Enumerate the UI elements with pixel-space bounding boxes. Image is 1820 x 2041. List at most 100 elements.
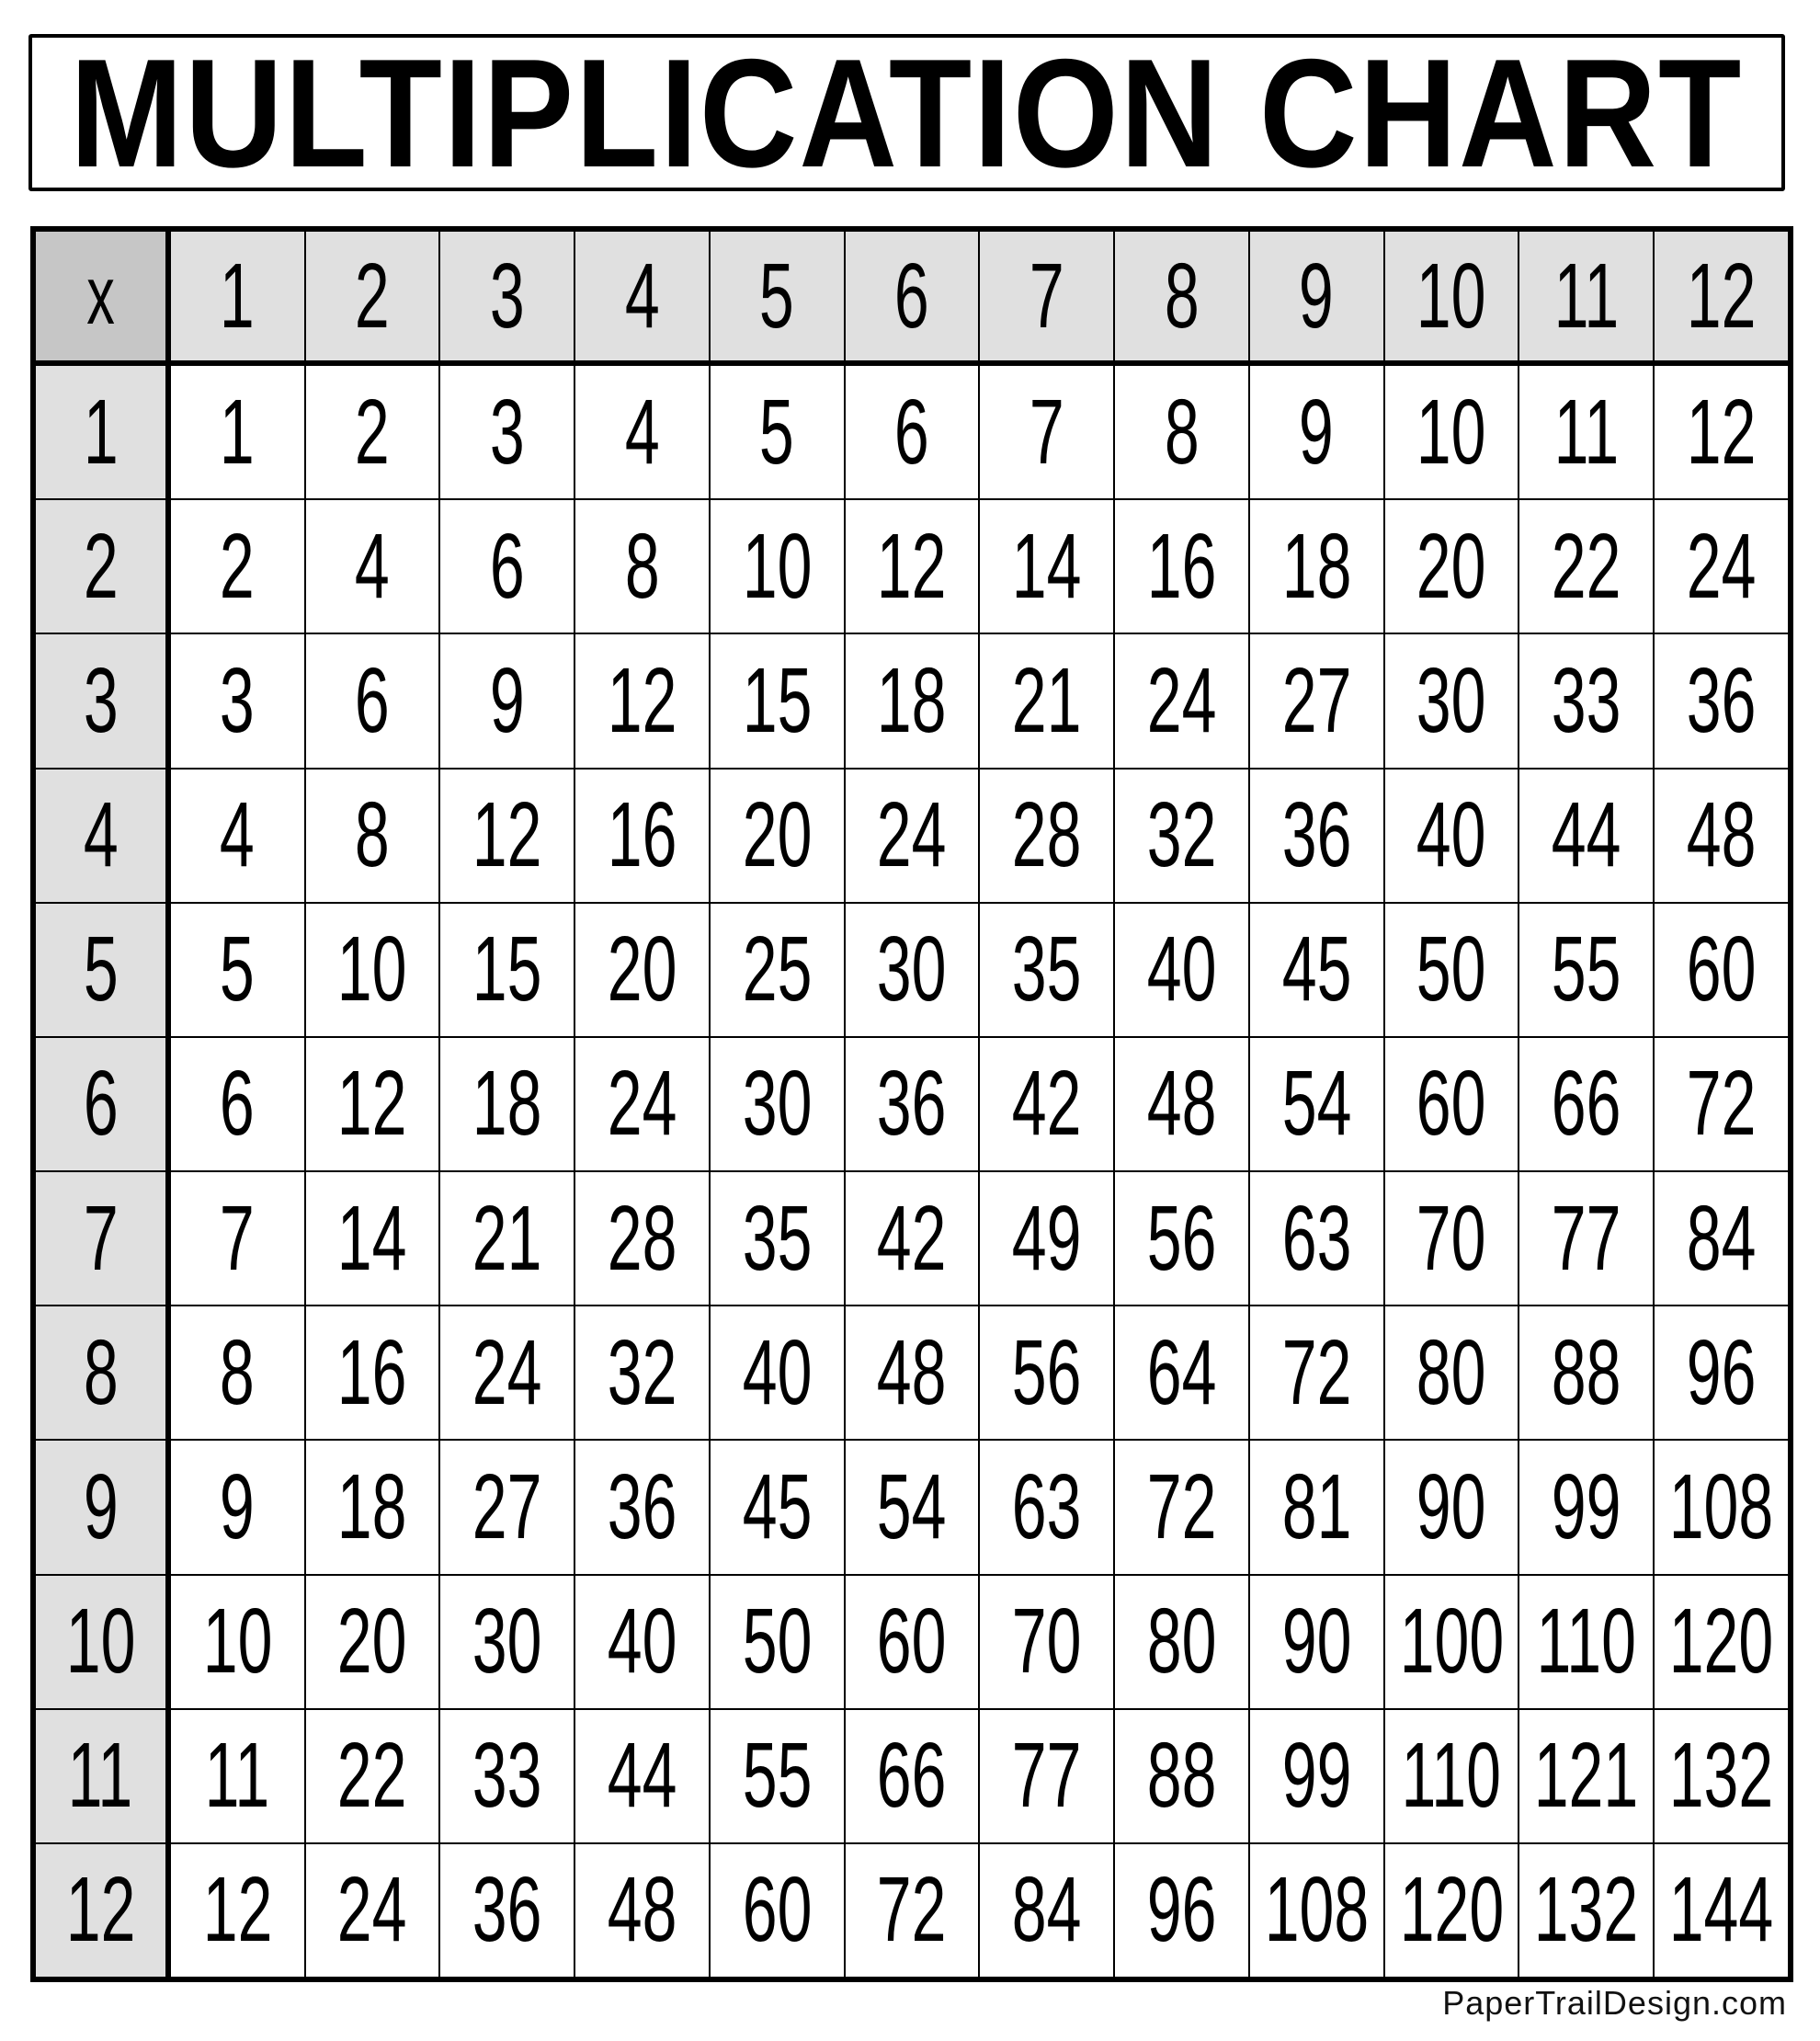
table-cell: 44 bbox=[1519, 769, 1654, 902]
table-cell-text: 18 bbox=[472, 1052, 542, 1156]
multiplication-table: x 1 2 3 4 5 6 7 8 9 10 11 12 1 1 2 3 4 5 6 7 8 9 10 11 12 2 2 4 6 8 10 1… bbox=[30, 226, 1793, 1982]
row-header: 7 bbox=[36, 1172, 169, 1306]
table-cell-text: 80 bbox=[1416, 1320, 1486, 1424]
table-cell: 88 bbox=[1519, 1306, 1654, 1440]
table-cell-text: 110 bbox=[1401, 1724, 1502, 1828]
table-cell: 4 bbox=[305, 500, 439, 633]
table-cell: 24 bbox=[575, 1037, 709, 1171]
table-cell: 10 bbox=[710, 500, 844, 633]
column-header: 5 bbox=[710, 232, 844, 365]
table-cell-text: 20 bbox=[607, 918, 677, 1021]
table-cell: 27 bbox=[440, 1441, 574, 1574]
table-cell: 22 bbox=[305, 1709, 439, 1842]
table-cell: 24 bbox=[1655, 500, 1788, 633]
table-cell-text: 24 bbox=[1146, 649, 1217, 753]
table-cell-text: 132 bbox=[1668, 1724, 1774, 1828]
table-cell: 28 bbox=[575, 1172, 709, 1306]
table-cell-text: 96 bbox=[1686, 1320, 1757, 1424]
table-cell: 30 bbox=[845, 903, 979, 1036]
table-cell: 35 bbox=[980, 903, 1114, 1036]
table-cell-text: 24 bbox=[472, 1320, 542, 1424]
table-cell-text: 81 bbox=[1281, 1454, 1352, 1558]
table-cell-text: 110 bbox=[1536, 1590, 1637, 1693]
table-cell-text: 3 bbox=[489, 380, 525, 484]
table-cell-text: 32 bbox=[1146, 783, 1217, 887]
table-cell-text: 72 bbox=[1281, 1320, 1352, 1424]
table-cell-text: 36 bbox=[1686, 649, 1757, 753]
table-cell-text: 77 bbox=[1011, 1724, 1082, 1828]
table-cell-text: 99 bbox=[1552, 1454, 1621, 1558]
table-cell: 72 bbox=[1655, 1037, 1788, 1171]
table-cell: 99 bbox=[1249, 1709, 1383, 1842]
table-cell-text: 88 bbox=[1146, 1724, 1217, 1828]
row-header: 6 bbox=[36, 1037, 169, 1171]
table-cell-text: 10 bbox=[337, 918, 407, 1021]
row-header-text: 5 bbox=[83, 918, 119, 1021]
table-cell: 10 bbox=[305, 903, 439, 1036]
table-cell-text: 8 bbox=[624, 514, 660, 618]
table-cell: 16 bbox=[575, 769, 709, 902]
table-cell: 28 bbox=[980, 769, 1114, 902]
table-cell: 48 bbox=[1115, 1037, 1248, 1171]
table-cell-text: 10 bbox=[1416, 380, 1486, 484]
table-cell: 8 bbox=[575, 500, 709, 633]
table-cell-text: 5 bbox=[759, 380, 795, 484]
table-cell: 60 bbox=[710, 1843, 844, 1977]
table-cell-text: 72 bbox=[1686, 1052, 1757, 1156]
table-cell: 20 bbox=[710, 769, 844, 902]
table-cell: 77 bbox=[1519, 1172, 1654, 1306]
table-cell: 45 bbox=[710, 1441, 844, 1574]
table-cell-text: 8 bbox=[354, 783, 390, 887]
table-cell: 96 bbox=[1655, 1306, 1788, 1440]
table-cell: 108 bbox=[1249, 1843, 1383, 1977]
table-cell-text: 36 bbox=[1281, 783, 1352, 887]
table-cell: 48 bbox=[575, 1843, 709, 1977]
table-cell: 8 bbox=[170, 1306, 304, 1440]
table-cell-text: 55 bbox=[1552, 918, 1621, 1021]
table-cell-text: 60 bbox=[742, 1858, 813, 1962]
table-cell-text: 35 bbox=[742, 1186, 813, 1290]
table-cell: 9 bbox=[1249, 366, 1383, 499]
page-title: MULTIPLICATION CHART bbox=[70, 34, 1744, 191]
table-cell-text: 27 bbox=[472, 1454, 542, 1558]
table-cell-text: 20 bbox=[1416, 514, 1486, 618]
table-cell-text: 12 bbox=[472, 783, 542, 887]
column-header: 6 bbox=[845, 232, 979, 365]
table-cell-text: 30 bbox=[742, 1052, 813, 1156]
table-cell: 3 bbox=[170, 634, 304, 768]
table-cell: 3 bbox=[440, 366, 574, 499]
row-header-text: 3 bbox=[83, 649, 119, 753]
table-cell: 64 bbox=[1115, 1306, 1248, 1440]
column-header: 7 bbox=[980, 232, 1114, 365]
table-cell-text: 30 bbox=[1416, 649, 1486, 753]
column-header-text: 8 bbox=[1164, 244, 1200, 348]
table-cell-text: 90 bbox=[1416, 1454, 1486, 1558]
table-cell: 77 bbox=[980, 1709, 1114, 1842]
table-cell: 4 bbox=[170, 769, 304, 902]
column-header-text: 5 bbox=[759, 244, 795, 348]
table-cell: 70 bbox=[1384, 1172, 1519, 1306]
table-cell: 36 bbox=[1655, 634, 1788, 768]
table-cell-text: 16 bbox=[607, 783, 677, 887]
table-cell: 9 bbox=[440, 634, 574, 768]
row-header: 1 bbox=[36, 366, 169, 499]
table-cell: 42 bbox=[980, 1037, 1114, 1171]
table-cell: 27 bbox=[1249, 634, 1383, 768]
table-cell: 6 bbox=[170, 1037, 304, 1171]
row-header: 10 bbox=[36, 1575, 169, 1708]
table-cell-text: 144 bbox=[1668, 1858, 1774, 1962]
row-header: 3 bbox=[36, 634, 169, 768]
table-cell-text: 70 bbox=[1011, 1590, 1082, 1693]
table-cell: 1 bbox=[170, 366, 304, 499]
table-cell-text: 2 bbox=[354, 380, 390, 484]
table-cell: 88 bbox=[1115, 1709, 1248, 1842]
table-cell-text: 8 bbox=[1164, 380, 1200, 484]
column-header: 3 bbox=[440, 232, 574, 365]
table-cell-text: 63 bbox=[1011, 1454, 1082, 1558]
table-cell: 7 bbox=[980, 366, 1114, 499]
table-cell-text: 80 bbox=[1146, 1590, 1217, 1693]
column-header-text: 11 bbox=[1553, 244, 1620, 348]
column-header-text: 6 bbox=[894, 244, 929, 348]
table-cell-text: 6 bbox=[354, 649, 390, 753]
table-cell: 56 bbox=[1115, 1172, 1248, 1306]
